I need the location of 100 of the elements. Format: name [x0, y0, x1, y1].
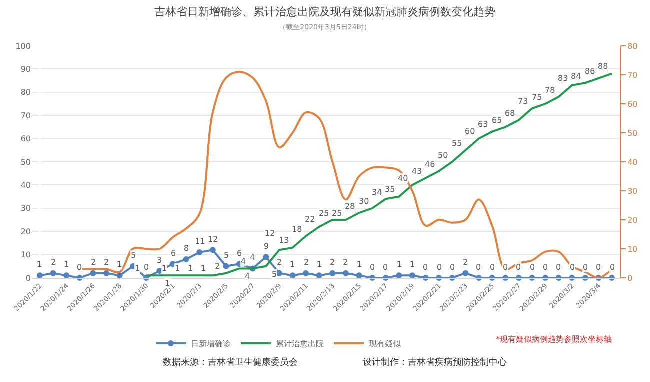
data-label: 0 [530, 263, 536, 272]
y2-tick-label: 80 [628, 42, 638, 51]
data-label: 1 [64, 260, 70, 269]
data-label: 0 [503, 263, 508, 272]
data-label: 40 [398, 174, 408, 183]
y-tick-label: 10 [20, 250, 31, 260]
data-label: 68 [505, 109, 516, 118]
data-label: 2 [91, 258, 96, 267]
data-label: 12 [265, 229, 276, 238]
y2-tick-label: 40 [628, 158, 638, 167]
data-label: 3 [157, 256, 162, 265]
data-label: 0 [610, 263, 616, 272]
data-label: 1 [117, 260, 122, 269]
data-label: 34 [372, 188, 382, 197]
y-tick-label: 70 [20, 111, 31, 120]
text: 设计制作：吉林省疾病预防控制中心 [363, 357, 507, 368]
y2-tick-label: 30 [628, 186, 638, 196]
data-label: 43 [412, 167, 422, 176]
data-label: 4 [241, 257, 246, 266]
data-label: 0 [144, 263, 150, 272]
legend-label: 累计治愈出院 [276, 340, 324, 349]
data-label: 1 [290, 260, 296, 269]
data-label: 1 [188, 264, 194, 273]
data-label: 1 [317, 260, 322, 269]
data-label: 46 [425, 160, 436, 169]
data-label: 28 [345, 202, 356, 211]
data-label: 1 [135, 264, 140, 273]
y-tick-label: 100 [16, 42, 31, 51]
data-label: 2 [330, 258, 336, 267]
legend-label: 日新增确诊 [190, 340, 231, 349]
data-label: 60 [465, 127, 476, 136]
data-label: 1 [410, 260, 416, 269]
data-label: 1 [37, 260, 42, 269]
data-label: 12 [208, 235, 218, 244]
data-label: 4 [245, 272, 250, 281]
data-label: 22 [305, 215, 316, 224]
data-label: 0 [437, 263, 442, 272]
data-label: 86 [585, 67, 596, 76]
data-label: 1 [397, 260, 402, 269]
source-note: 数据来源：吉林省卫生健康委员会 [163, 357, 298, 368]
chart-title: 吉林省日新增确诊、累计治愈出院及现有疑似新冠肺炎病例数变化趋势 [154, 5, 496, 18]
point [196, 249, 203, 256]
data-label: 13 [279, 236, 290, 245]
data-label: 5 [272, 270, 278, 279]
data-label: 55 [452, 139, 462, 148]
point [104, 270, 110, 276]
data-label: 6 [171, 249, 176, 258]
y-tick-label: 60 [20, 134, 31, 144]
data-label: 0 [370, 263, 376, 272]
data-label: 50 [438, 151, 448, 160]
y-tick-label: 50 [20, 158, 31, 167]
data-label: 0 [476, 263, 482, 272]
y-tick-label: 80 [20, 88, 31, 98]
data-label: 2 [215, 262, 220, 271]
data-label: 9 [264, 242, 270, 251]
point [462, 270, 469, 276]
data-label: 63 [478, 120, 488, 129]
data-label: 1 [175, 264, 180, 273]
data-label: 0 [77, 263, 82, 272]
data-label: 2 [463, 258, 468, 267]
point [303, 270, 310, 276]
data-label: 25 [319, 209, 330, 218]
point [90, 270, 96, 276]
data-label: 8 [184, 244, 190, 253]
data-label: 2 [104, 258, 110, 267]
y-tick-label: 30 [20, 204, 31, 214]
data-label: 78 [545, 86, 556, 95]
data-label: 73 [518, 97, 528, 106]
data-label: 0 [450, 263, 456, 272]
data-label: 0 [543, 263, 548, 272]
point [223, 263, 230, 270]
data-label: 5 [131, 251, 136, 260]
y2-tick-label: 60 [628, 100, 638, 109]
y2-tick-label: 20 [628, 216, 638, 225]
data-label: 5 [224, 251, 230, 260]
point [183, 256, 190, 262]
data-label: 1 [165, 279, 170, 288]
data-label: 25 [332, 209, 342, 218]
data-label: 18 [292, 225, 302, 234]
data-label: 0 [556, 263, 562, 272]
data-label: 11 [195, 237, 206, 246]
data-label: 65 [492, 116, 502, 125]
point [342, 270, 349, 276]
data-label: 4 [250, 253, 256, 262]
point [50, 270, 56, 276]
y2-tick-label: 10 [628, 244, 638, 254]
data-label: 35 [385, 185, 396, 194]
data-label: 83 [558, 74, 568, 83]
data-label: 1 [357, 260, 362, 269]
data-label: 6 [237, 249, 242, 258]
data-label: 1 [201, 264, 206, 273]
data-label: 2 [304, 258, 310, 267]
data-label: 2 [277, 258, 282, 267]
y-tick-label: 0 [26, 274, 31, 283]
data-label: 75 [532, 93, 542, 102]
y2-tick-label: 0 [628, 274, 633, 283]
legend-label: 现有疑似 [368, 340, 402, 349]
data-label: 88 [598, 62, 608, 71]
data-label: 0 [516, 263, 522, 272]
data-label: 84 [571, 72, 582, 81]
